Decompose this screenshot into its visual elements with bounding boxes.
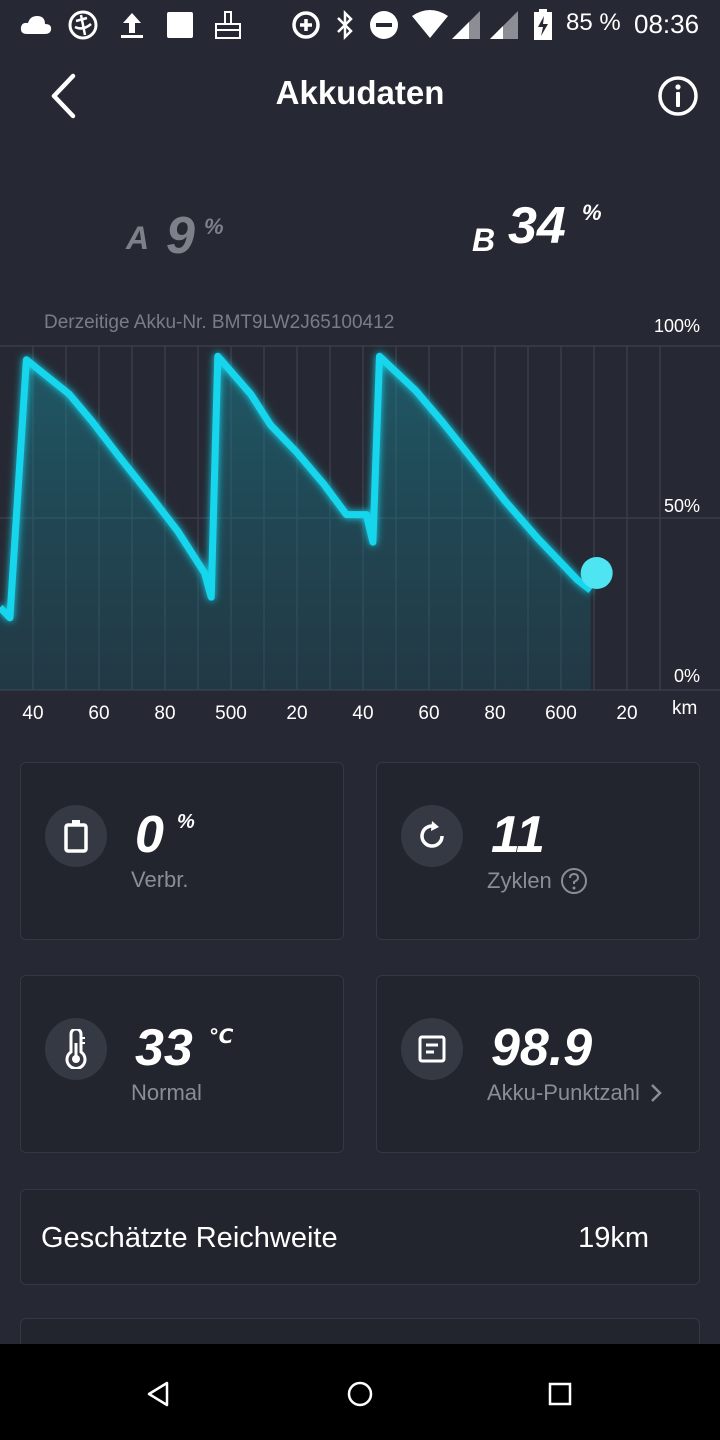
globe-icon xyxy=(66,10,100,40)
wifi-icon xyxy=(410,10,450,40)
bluetooth-icon xyxy=(332,10,358,40)
battery-history-chart xyxy=(0,345,720,691)
cycles-label: Zyklen xyxy=(487,867,588,895)
y-tick-0: 0% xyxy=(673,666,700,686)
info-icon xyxy=(658,76,698,116)
battery-score-value: 98.9 xyxy=(491,1019,593,1077)
consumption-card: 0 % Verbr. xyxy=(20,762,344,940)
document-icon xyxy=(401,1018,463,1080)
temperature-label: Normal xyxy=(131,1080,202,1106)
cycles-card: 11 Zyklen xyxy=(376,762,700,940)
chevron-right-icon xyxy=(648,1082,664,1104)
x-tick-label: 80 xyxy=(484,703,506,724)
battery-score-label: Akku-Punktzahl xyxy=(487,1080,664,1106)
refresh-icon xyxy=(401,805,463,867)
battery-score-label-text: Akku-Punktzahl xyxy=(487,1080,640,1105)
x-axis-unit: km xyxy=(672,698,698,719)
chart-area-fill xyxy=(0,356,591,690)
x-tick-label: 60 xyxy=(418,703,440,724)
estimated-range-value: 19km xyxy=(578,1222,649,1254)
back-button[interactable] xyxy=(36,68,92,124)
consumption-label-text: Verbr. xyxy=(131,867,189,892)
nav-back-button[interactable] xyxy=(134,1370,182,1418)
signal-icon-1 xyxy=(450,10,482,40)
x-tick-label: 80 xyxy=(154,703,176,724)
question-circle-icon[interactable] xyxy=(560,867,588,895)
battery-a-value: 9 xyxy=(166,207,195,265)
do-not-disturb-icon xyxy=(368,10,400,40)
battery-icon xyxy=(45,805,107,867)
info-button[interactable] xyxy=(650,68,706,124)
nav-home-button[interactable] xyxy=(336,1370,384,1418)
x-tick-label: 60 xyxy=(88,703,110,724)
battery-b-letter: B xyxy=(472,222,496,258)
nav-recents-button[interactable] xyxy=(536,1370,584,1418)
temperature-unit: ℃ xyxy=(209,1026,234,1048)
y-tick-50: 50% xyxy=(663,496,700,516)
thermometer-icon xyxy=(45,1018,107,1080)
square-recents-icon xyxy=(548,1382,572,1406)
page-title: Akkudaten xyxy=(275,74,445,111)
battery-b-value: 34 xyxy=(508,197,566,255)
cycles-label-text: Zyklen xyxy=(487,868,552,893)
current-value-marker[interactable] xyxy=(580,557,613,589)
circle-home-icon xyxy=(347,1381,373,1407)
chart-series-line xyxy=(0,352,593,622)
app-header: Akkudaten xyxy=(0,56,720,136)
system-navigation-bar xyxy=(0,1344,720,1440)
x-tick-label: 40 xyxy=(22,703,44,724)
clock-text: 08:36 xyxy=(634,9,700,39)
consumption-value: 0 xyxy=(135,806,164,864)
x-tick-label: 20 xyxy=(616,703,638,724)
battery-b-unit: % xyxy=(582,200,602,225)
estimated-range-label: Geschätzte Reichweite xyxy=(41,1222,338,1254)
cloud-icon xyxy=(18,10,54,40)
square-notification-icon xyxy=(165,10,195,40)
battery-a-unit: % xyxy=(204,214,224,239)
battery-charging-icon xyxy=(532,9,554,40)
battery-a-letter: A xyxy=(126,220,150,256)
chevron-left-icon xyxy=(51,73,76,119)
x-tick-label: 20 xyxy=(286,703,308,724)
brush-icon xyxy=(212,10,244,40)
temperature-card: 33 ℃ Normal xyxy=(20,975,344,1153)
temperature-value: 33 xyxy=(135,1019,193,1077)
x-tick-label: 40 xyxy=(352,703,374,724)
x-tick-label: 600 xyxy=(545,703,577,724)
signal-icon-2 xyxy=(488,10,520,40)
upload-icon xyxy=(118,10,146,40)
battery-percent-text: 85 % xyxy=(566,9,621,36)
temperature-label-text: Normal xyxy=(131,1080,202,1105)
consumption-unit: % xyxy=(177,811,195,833)
y-tick-100: 100% xyxy=(653,316,700,336)
battery-serial-label: Derzeitige Akku-Nr. BMT9LW2J65100412 xyxy=(44,312,395,333)
battery-score-card[interactable]: 98.9 Akku-Punktzahl xyxy=(376,975,700,1153)
triangle-back-icon xyxy=(147,1381,169,1407)
consumption-label: Verbr. xyxy=(131,867,188,893)
x-tick-label: 500 xyxy=(215,703,247,724)
status-bar: 85 % 08:36 xyxy=(0,0,720,50)
estimated-range-row: Geschätzte Reichweite 19km xyxy=(20,1189,700,1285)
data-saver-icon xyxy=(290,10,322,40)
cycles-value: 11 xyxy=(491,806,545,864)
